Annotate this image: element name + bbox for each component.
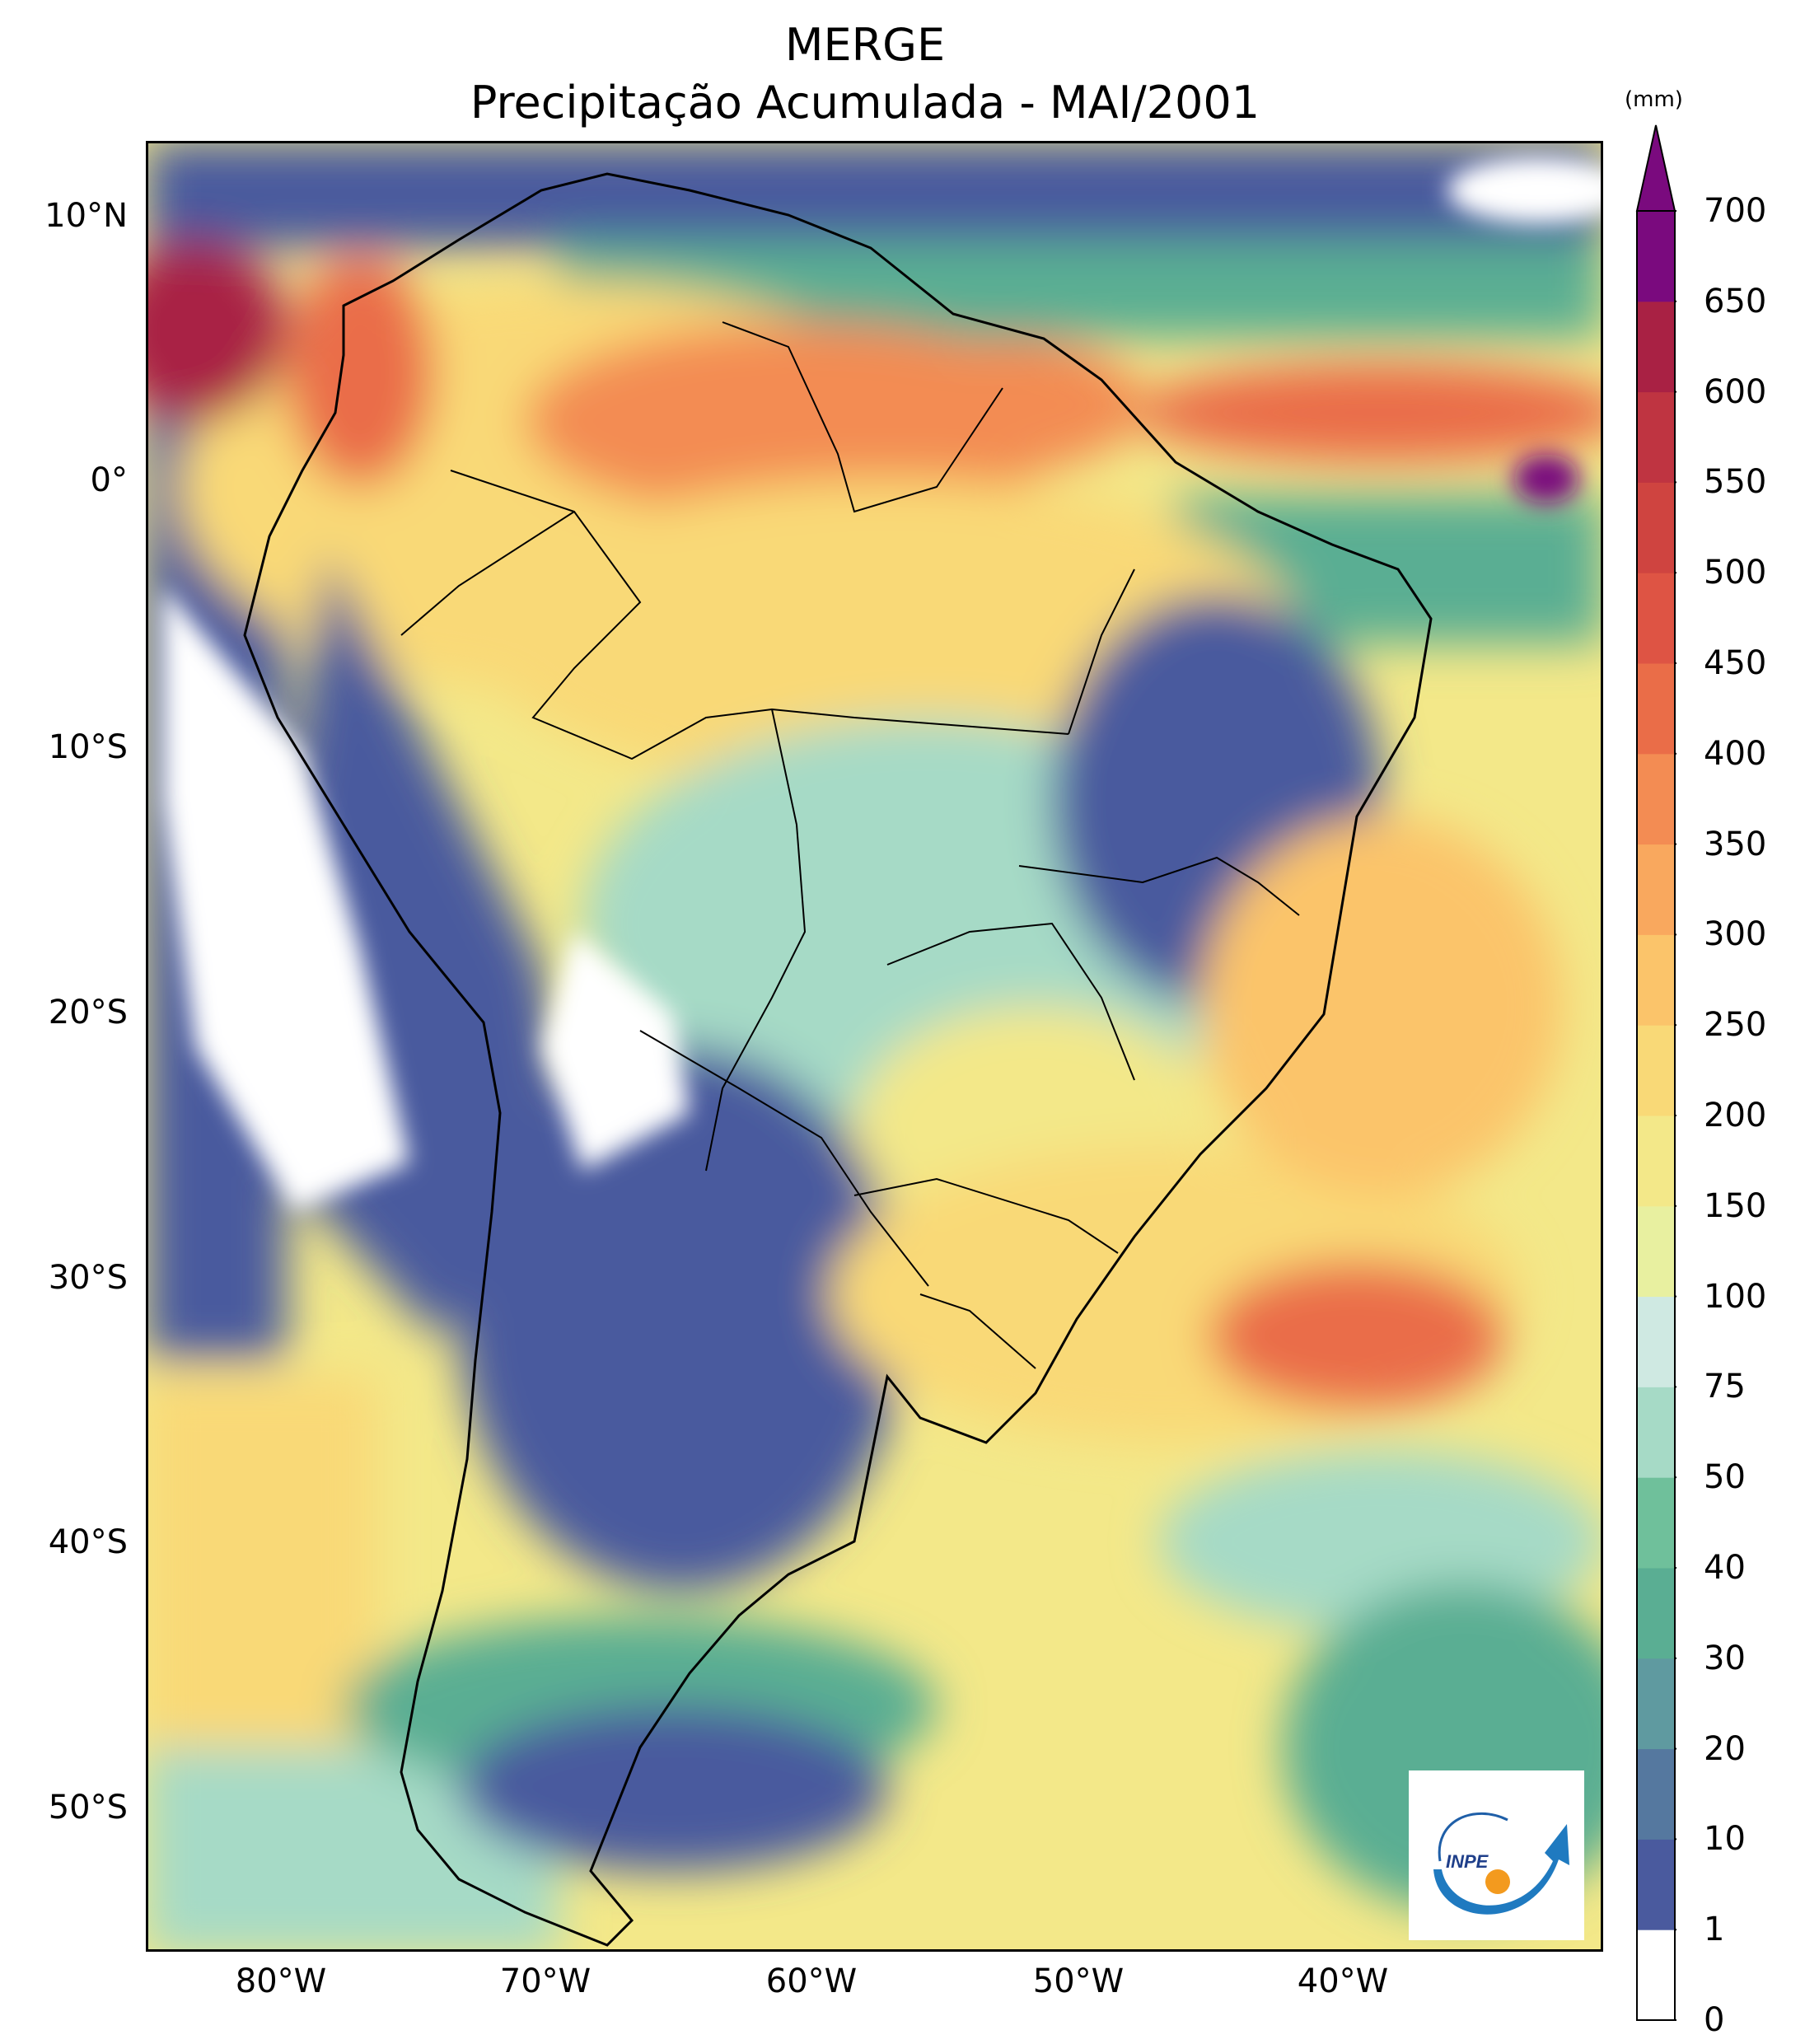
- colorbar-tick-label: 250: [1704, 1006, 1767, 1045]
- colorbar-segment: [1637, 934, 1675, 1026]
- colorbar-tick-label: 400: [1704, 734, 1767, 773]
- colorbar-tick-label: 450: [1704, 644, 1767, 682]
- continent-outline: [243, 172, 1433, 1947]
- precipitation-map: [146, 141, 1603, 1952]
- colorbar-tick-label: 700: [1704, 192, 1767, 230]
- colorbar-tick-label: 150: [1704, 1186, 1767, 1225]
- colorbar-segment: [1637, 1658, 1675, 1750]
- lat-label-10s: 10°S: [48, 728, 128, 766]
- logo-text: INPE: [1446, 1851, 1489, 1872]
- colorbar-segment: [1637, 301, 1675, 393]
- colorbar-tick-label: 75: [1704, 1368, 1746, 1406]
- lon-label-70w: 70°W: [499, 1962, 592, 2000]
- lon-label-50w: 50°W: [1032, 1962, 1125, 2000]
- colorbar-tick-label: 20: [1704, 1729, 1746, 1768]
- colorbar-tick-label: 30: [1704, 1639, 1746, 1677]
- colorbar-tick-label: 500: [1704, 554, 1767, 592]
- colorbar-tick-label: 300: [1704, 915, 1767, 954]
- colorbar-extend-arrow: [1635, 124, 1676, 212]
- lon-label-40w: 40°W: [1297, 1962, 1389, 2000]
- colorbar-segment: [1637, 753, 1675, 845]
- lat-label-10n: 10°N: [44, 197, 128, 235]
- lon-label-80w: 80°W: [235, 1962, 327, 2000]
- colorbar: [1635, 124, 1676, 2021]
- colorbar-tick-label: 40: [1704, 1549, 1746, 1587]
- colorbar-tick-label: 200: [1704, 1097, 1767, 1134]
- colorbar-tick-label: 100: [1704, 1277, 1767, 1316]
- colorbar-tick-label: 600: [1704, 372, 1767, 411]
- colorbar-unit: (mm): [1625, 87, 1683, 112]
- lat-label-40s: 40°S: [48, 1523, 128, 1561]
- lat-label-0: 0°: [90, 461, 128, 499]
- colorbar-segment: [1637, 1477, 1675, 1569]
- inpe-logo: INPE: [1409, 1770, 1584, 1940]
- colorbar-segment: [1637, 1839, 1675, 1930]
- colorbar-tick-label: 550: [1704, 463, 1767, 502]
- colorbar-segment: [1637, 1205, 1675, 1298]
- colorbar-segment: [1637, 573, 1675, 664]
- colorbar-tick-label: 50: [1704, 1458, 1746, 1497]
- colorbar-outline: [1636, 210, 1676, 2021]
- colorbar-segment: [1637, 1568, 1675, 1659]
- colorbar-segment: [1637, 482, 1675, 573]
- colorbar-segment: [1637, 211, 1675, 302]
- colorbar-tick-label: 350: [1704, 825, 1767, 863]
- map-subtitle: Precipitação Acumulada - MAI/2001: [470, 77, 1260, 129]
- colorbar-segment: [1637, 1929, 1675, 2021]
- lat-label-50s: 50°S: [48, 1789, 128, 1827]
- colorbar-tick-label: 650: [1704, 282, 1767, 320]
- colorbar-segment: [1637, 844, 1675, 935]
- colorbar-segment: [1637, 1296, 1675, 1387]
- colorbar-tick-label: 0: [1704, 2001, 1725, 2039]
- map-frame: [146, 141, 1603, 1952]
- lat-label-30s: 30°S: [48, 1259, 128, 1297]
- colorbar-segment: [1637, 1116, 1675, 1207]
- lat-label-20s: 20°S: [48, 994, 128, 1031]
- map-title: MERGE: [784, 19, 946, 71]
- colorbar-tick-label: 1: [1704, 1911, 1725, 1949]
- border-lines: [400, 321, 1300, 1369]
- colorbar-segment: [1637, 663, 1675, 755]
- colorbar-segment: [1637, 1025, 1675, 1116]
- colorbar-tick-label: 10: [1704, 1820, 1746, 1859]
- lon-label-60w: 60°W: [765, 1962, 858, 2000]
- colorbar-segment: [1637, 391, 1675, 483]
- colorbar-segment: [1637, 1387, 1675, 1478]
- colorbar-segment: [1637, 1748, 1675, 1840]
